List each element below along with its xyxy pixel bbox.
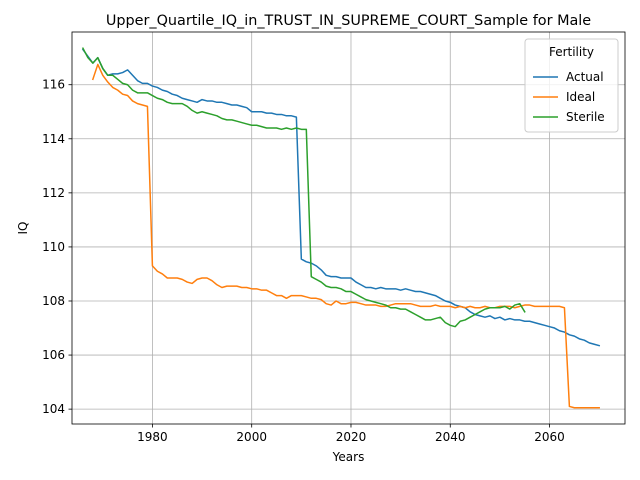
x-tick-label: 2020 [336, 430, 367, 444]
legend: Fertility Actual Ideal Sterile [524, 38, 619, 133]
chart-title: Upper_Quartile_IQ_in_TRUST_IN_SUPREME_CO… [106, 13, 591, 29]
grid-lines [72, 32, 625, 424]
x-tick-label: 2000 [236, 430, 267, 444]
y-tick-label: 108 [42, 294, 65, 308]
plot-area-frame [71, 31, 626, 425]
series-lines [81, 47, 601, 409]
y-tick-label: 104 [42, 402, 65, 416]
legend-box [524, 38, 619, 133]
legend-title: Fertility [549, 45, 594, 59]
legend-label-actual: Actual [566, 70, 604, 84]
x-tick-label: 2060 [534, 430, 565, 444]
series-line-sterile [81, 47, 526, 328]
x-axis-title: Years [332, 450, 365, 464]
series-line-actual [81, 48, 601, 347]
x-tick-label: 2040 [435, 430, 466, 444]
y-tick-label: 114 [42, 132, 65, 146]
x-axis: 1980 2000 2020 2040 2060 [137, 424, 565, 444]
y-axis: 104 106 108 110 112 114 116 [42, 78, 72, 416]
y-tick-label: 112 [42, 186, 65, 200]
series-line-ideal [91, 63, 600, 409]
y-axis-title: IQ [16, 222, 30, 235]
y-tick-label: 116 [42, 78, 65, 92]
legend-label-sterile: Sterile [566, 110, 605, 124]
y-tick-label: 106 [42, 348, 65, 362]
legend-label-ideal: Ideal [566, 90, 595, 104]
x-tick-label: 1980 [137, 430, 168, 444]
y-tick-label: 110 [42, 240, 65, 254]
